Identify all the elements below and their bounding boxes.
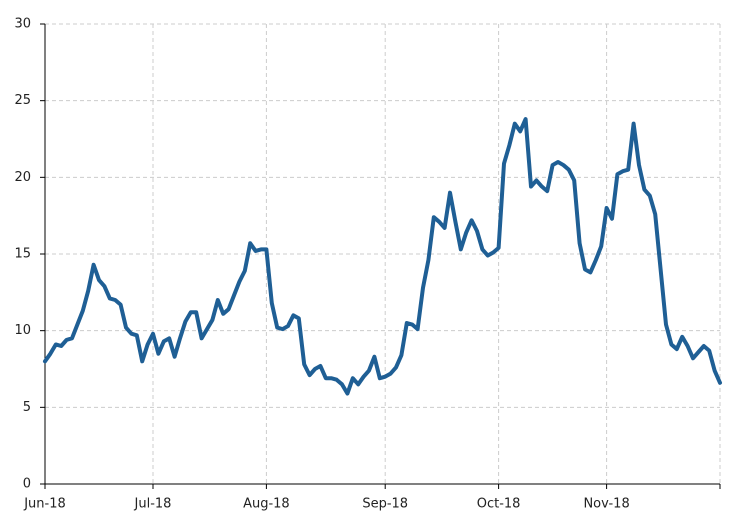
x-tick-label: Oct-18 [477, 497, 521, 512]
y-tick-label: 30 [14, 17, 31, 32]
y-tick-label: 0 [23, 477, 31, 492]
y-tick-label: 20 [14, 170, 31, 185]
y-tick-label: 10 [14, 323, 31, 338]
x-tick-label: Sep-18 [362, 497, 408, 512]
line-series [43, 117, 722, 396]
x-tick-label: Nov-18 [583, 497, 629, 512]
x-tick-label: Jun-18 [23, 497, 66, 512]
y-tick-label: 5 [23, 400, 31, 415]
x-tick-label: Jul-18 [134, 497, 172, 512]
y-tick-label: 25 [14, 93, 31, 108]
x-tick-label: Aug-18 [243, 497, 290, 512]
y-tick-label: 15 [14, 247, 31, 262]
